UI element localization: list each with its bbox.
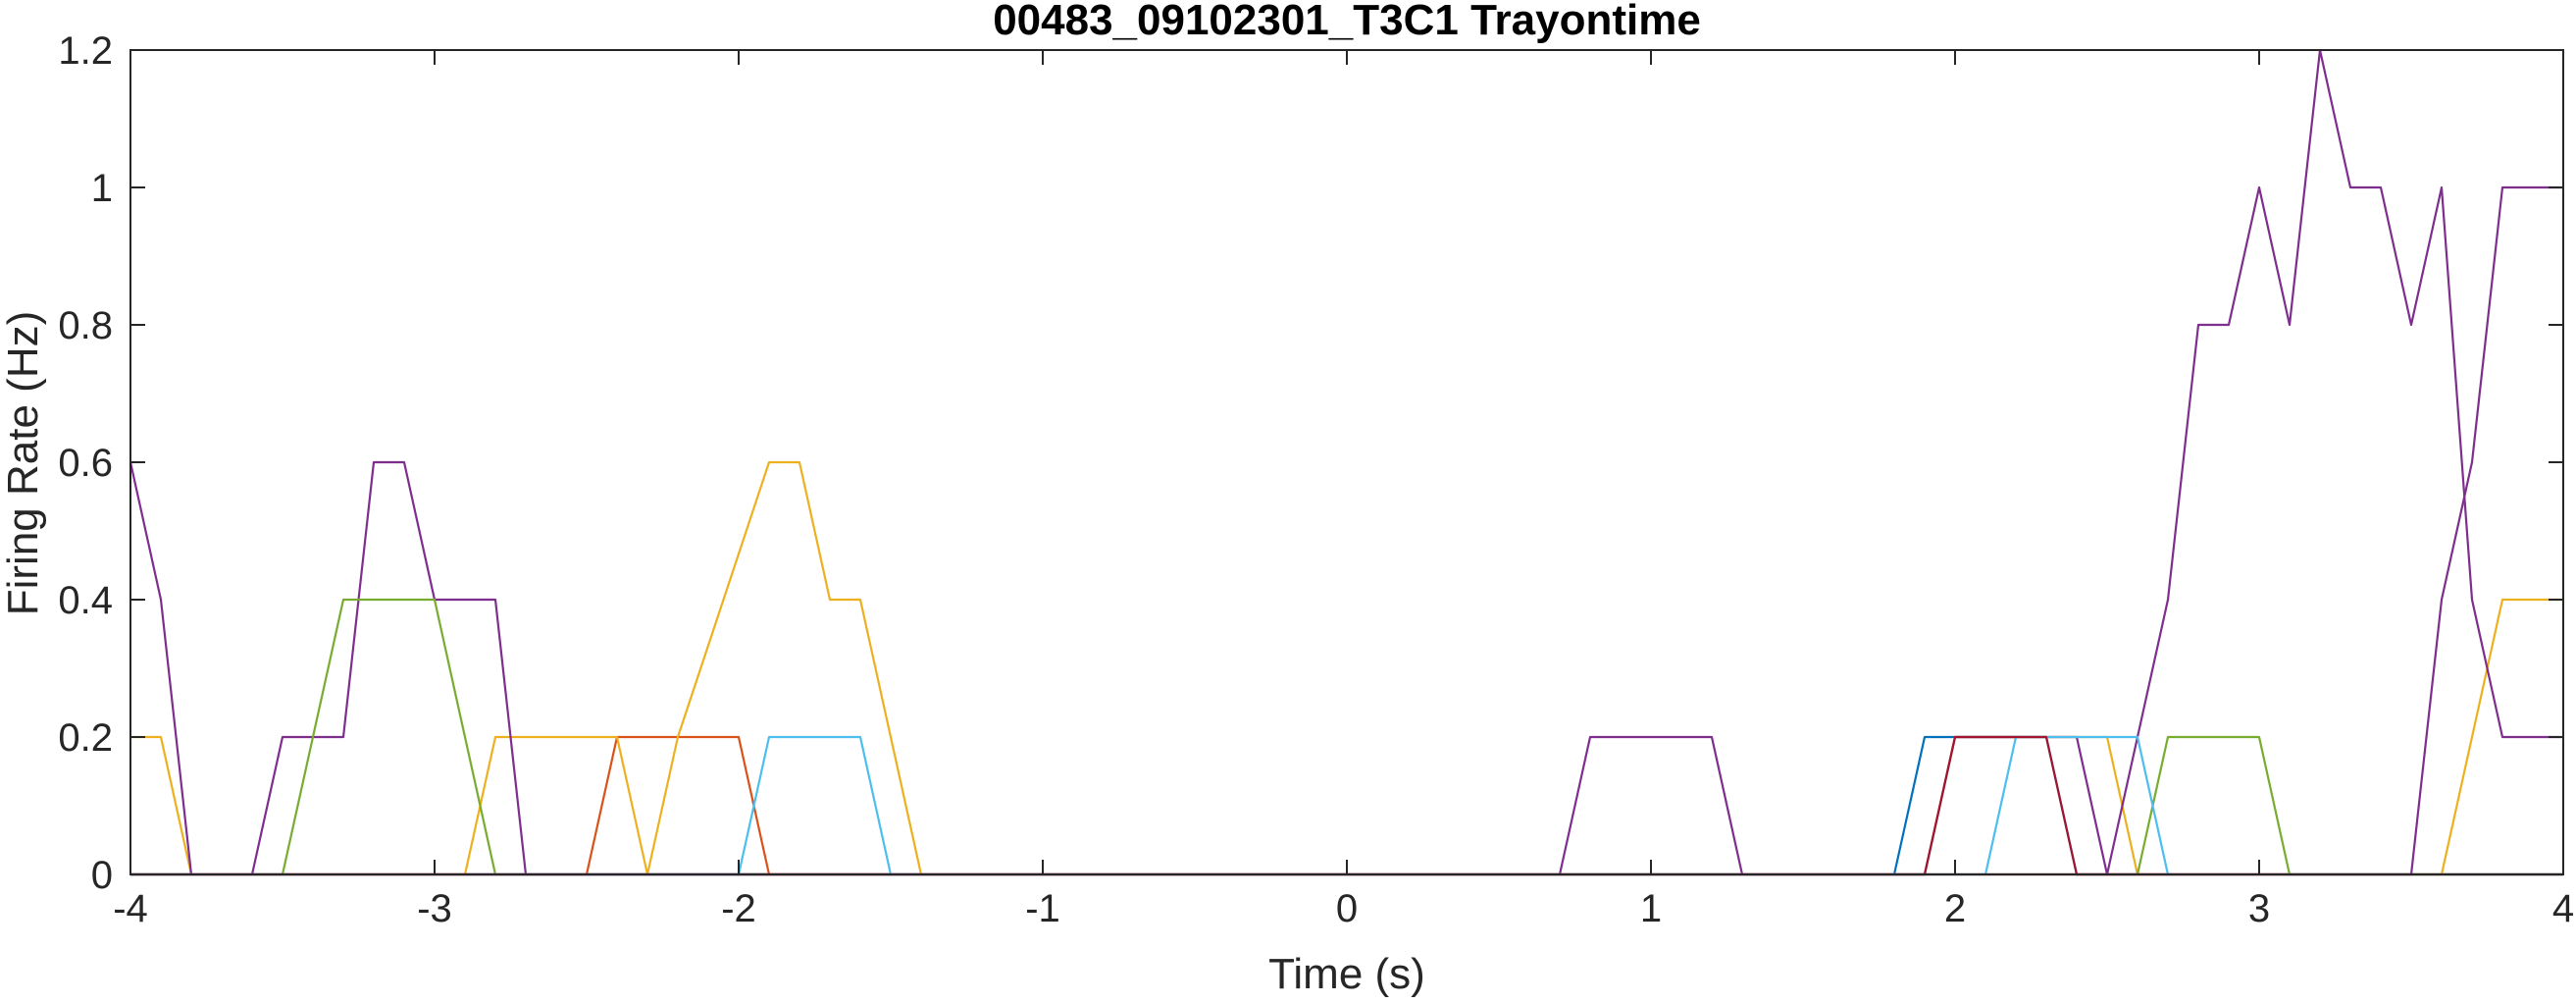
y-tick-label: 0.8 xyxy=(58,304,113,347)
chart-title: 00483_09102301_T3C1 Trayontime xyxy=(993,0,1701,44)
x-axis-label: Time (s) xyxy=(1268,950,1425,998)
y-tick-label: 0 xyxy=(91,854,113,897)
x-tick-label: -3 xyxy=(417,887,452,930)
plot-area xyxy=(129,48,2564,876)
x-tick-label: 0 xyxy=(1336,887,1358,930)
series-line-3 xyxy=(130,460,2563,876)
series-line-8 xyxy=(130,185,2563,876)
x-tick-label: 4 xyxy=(2552,887,2574,930)
x-tick-label: -2 xyxy=(721,887,756,930)
x-tick-label: -1 xyxy=(1025,887,1060,930)
x-tick-label: 1 xyxy=(1640,887,1662,930)
x-axis: -4 -3 -2 -1 0 1 2 3 4 xyxy=(113,50,2574,930)
axes-box xyxy=(129,49,2564,875)
y-tick-label: 1.2 xyxy=(58,29,113,73)
series-line-6 xyxy=(130,735,2563,876)
series-line-1 xyxy=(130,735,2563,876)
series-line-7 xyxy=(130,735,2563,876)
series-line-4 xyxy=(129,48,2563,876)
y-tick-label: 1 xyxy=(91,167,113,210)
y-axis-label: Firing Rate (Hz) xyxy=(0,311,47,616)
y-tick-label: 0.4 xyxy=(58,579,113,622)
y-tick-label: 0.6 xyxy=(58,442,113,485)
y-tick-label: 0.2 xyxy=(58,716,113,760)
y-axis: 0 0.2 0.4 0.6 0.8 1 1.2 xyxy=(58,29,2563,897)
x-tick-label: 2 xyxy=(1944,887,1966,930)
x-tick-label: -4 xyxy=(113,887,148,930)
series-line-2 xyxy=(130,735,2563,876)
x-tick-label: 3 xyxy=(2248,887,2270,930)
